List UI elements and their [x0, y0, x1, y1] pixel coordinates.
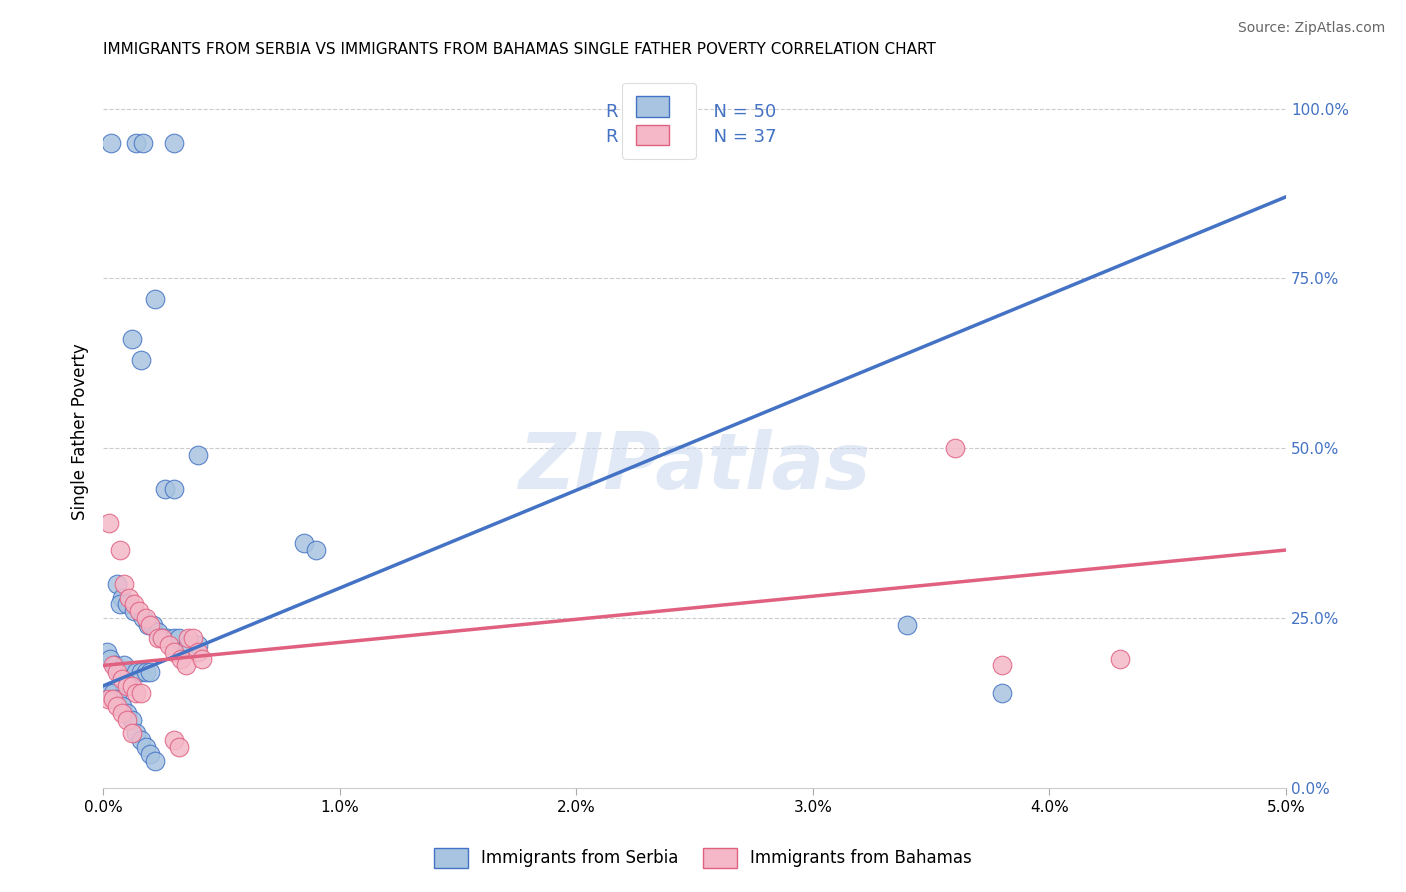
Point — [112, 658, 135, 673]
Point — [167, 739, 190, 754]
Point — [132, 611, 155, 625]
Point — [101, 692, 124, 706]
Legend: Immigrants from Serbia, Immigrants from Bahamas: Immigrants from Serbia, Immigrants from … — [427, 841, 979, 875]
Point — [157, 638, 180, 652]
Point — [105, 699, 128, 714]
Point — [174, 658, 197, 673]
Point — [121, 333, 143, 347]
Point — [115, 598, 138, 612]
Point — [150, 632, 173, 646]
Point — [150, 632, 173, 646]
Point — [181, 632, 204, 646]
Point — [108, 598, 131, 612]
Point — [142, 617, 165, 632]
Point — [105, 665, 128, 680]
Point — [105, 692, 128, 706]
Point — [125, 686, 148, 700]
Point — [97, 686, 120, 700]
Point — [121, 713, 143, 727]
Point — [101, 686, 124, 700]
Point — [108, 543, 131, 558]
Legend: , : , — [623, 83, 696, 159]
Point — [132, 136, 155, 150]
Point — [163, 733, 186, 747]
Point — [187, 638, 209, 652]
Point — [991, 686, 1014, 700]
Point — [97, 692, 120, 706]
Point — [135, 665, 157, 680]
Point — [129, 733, 152, 747]
Text: R = 0.361   N = 50: R = 0.361 N = 50 — [606, 103, 776, 121]
Point — [187, 645, 209, 659]
Point — [292, 536, 315, 550]
Point — [96, 645, 118, 659]
Point — [177, 632, 200, 646]
Point — [122, 604, 145, 618]
Point — [118, 665, 141, 680]
Point — [146, 632, 169, 646]
Text: IMMIGRANTS FROM SERBIA VS IMMIGRANTS FROM BAHAMAS SINGLE FATHER POVERTY CORRELAT: IMMIGRANTS FROM SERBIA VS IMMIGRANTS FRO… — [103, 42, 936, 57]
Point — [129, 665, 152, 680]
Point — [98, 516, 121, 530]
Point — [98, 651, 121, 665]
Point — [156, 632, 179, 646]
Point — [112, 577, 135, 591]
Point — [115, 679, 138, 693]
Point — [139, 665, 162, 680]
Point — [896, 617, 918, 632]
Point — [187, 448, 209, 462]
Point — [170, 651, 193, 665]
Point — [991, 658, 1014, 673]
Point — [143, 754, 166, 768]
Point — [105, 577, 128, 591]
Point — [143, 292, 166, 306]
Point — [121, 679, 143, 693]
Point — [129, 352, 152, 367]
Point — [305, 543, 328, 558]
Point — [163, 482, 186, 496]
Point — [129, 686, 152, 700]
Point — [943, 441, 966, 455]
Point — [115, 713, 138, 727]
Point — [163, 645, 186, 659]
Point — [125, 726, 148, 740]
Text: ZIPatlas: ZIPatlas — [519, 429, 870, 505]
Point — [125, 136, 148, 150]
Point — [111, 699, 134, 714]
Point — [163, 136, 186, 150]
Point — [1109, 651, 1132, 665]
Point — [135, 611, 157, 625]
Point — [139, 747, 162, 761]
Point — [177, 638, 200, 652]
Point — [146, 624, 169, 639]
Text: Source: ZipAtlas.com: Source: ZipAtlas.com — [1237, 21, 1385, 35]
Y-axis label: Single Father Poverty: Single Father Poverty — [72, 343, 89, 519]
Point — [100, 136, 122, 150]
Point — [136, 617, 159, 632]
Point — [111, 706, 134, 720]
Point — [108, 665, 131, 680]
Point — [121, 726, 143, 740]
Point — [115, 706, 138, 720]
Point — [104, 658, 127, 673]
Point — [167, 632, 190, 646]
Point — [111, 591, 134, 605]
Point — [153, 482, 176, 496]
Point — [111, 672, 134, 686]
Point — [135, 739, 157, 754]
Point — [101, 658, 124, 673]
Point — [139, 617, 162, 632]
Point — [128, 604, 150, 618]
Point — [118, 591, 141, 605]
Point — [191, 651, 214, 665]
Text: R = 0.291   N = 37: R = 0.291 N = 37 — [606, 128, 776, 146]
Point — [163, 632, 186, 646]
Point — [122, 598, 145, 612]
Point — [125, 665, 148, 680]
